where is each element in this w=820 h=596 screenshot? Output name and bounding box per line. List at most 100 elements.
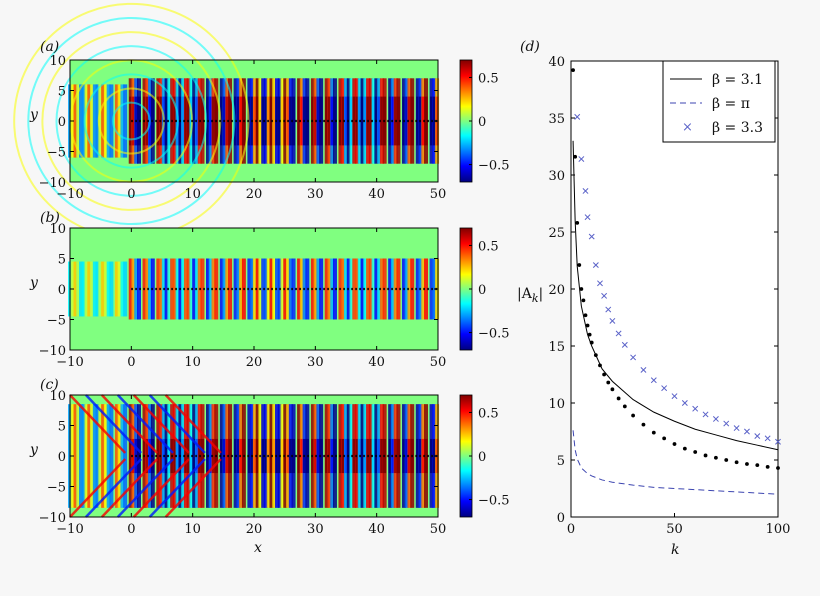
wave-band bbox=[114, 261, 119, 317]
wave-band bbox=[98, 404, 103, 508]
wave-core bbox=[388, 438, 392, 474]
wave-core bbox=[377, 96, 381, 146]
wave-band bbox=[415, 258, 420, 320]
wave-band bbox=[76, 404, 81, 508]
legend-marker-cross: × bbox=[682, 120, 693, 135]
wave-band bbox=[404, 258, 409, 320]
wave-band bbox=[73, 404, 78, 508]
wave-core bbox=[256, 438, 260, 474]
wavefront-upper bbox=[164, 394, 222, 454]
wave-core bbox=[325, 438, 329, 474]
wave-core bbox=[377, 438, 381, 474]
wavefront-upper bbox=[148, 394, 206, 454]
cross-point bbox=[584, 214, 591, 221]
dot-point bbox=[579, 287, 584, 291]
y-tick-label: 0 bbox=[58, 283, 66, 298]
dot-point bbox=[703, 453, 708, 458]
wave-band bbox=[228, 258, 233, 320]
wave-core bbox=[211, 438, 216, 474]
panel-label-d: (d) bbox=[520, 39, 540, 55]
colorbar-tick-label: 0.5 bbox=[478, 71, 499, 86]
wave-band bbox=[103, 404, 108, 508]
wave-band bbox=[84, 84, 89, 158]
wave-core bbox=[195, 96, 199, 146]
wave-core bbox=[253, 96, 257, 146]
wave-band bbox=[117, 261, 122, 317]
wave-core bbox=[225, 96, 229, 146]
y-tick-label: 10 bbox=[49, 54, 66, 69]
colorbar-tick-label: 0.5 bbox=[478, 406, 499, 421]
wavefront-lower bbox=[100, 458, 158, 518]
legend: β = 3.1 β = π × β = 3.3 bbox=[662, 60, 776, 143]
wave-band bbox=[324, 258, 329, 320]
wave-band bbox=[87, 261, 92, 317]
wave-core bbox=[325, 96, 329, 146]
cross-point bbox=[775, 438, 781, 445]
wave-core bbox=[261, 96, 265, 146]
wave-band bbox=[167, 258, 172, 320]
x-tick-label: 0 bbox=[127, 522, 135, 537]
panel-label-a: (a) bbox=[40, 39, 59, 55]
wave-band bbox=[192, 258, 197, 320]
dot-point bbox=[571, 68, 575, 73]
wave-band bbox=[87, 404, 92, 508]
wave-band bbox=[319, 258, 324, 320]
wave-band bbox=[291, 258, 296, 320]
x-tick-label: 20 bbox=[246, 522, 263, 537]
wave-core bbox=[360, 96, 365, 146]
wave-core bbox=[421, 438, 425, 474]
wave-core bbox=[192, 438, 196, 474]
wave-core bbox=[372, 96, 376, 146]
x-tick-label: 30 bbox=[307, 355, 324, 370]
wave-band bbox=[225, 258, 230, 320]
wave-band bbox=[175, 258, 180, 320]
y-tick-label: 25 bbox=[548, 226, 565, 241]
wave-core bbox=[424, 438, 428, 474]
wave-band bbox=[352, 258, 357, 320]
wave-band bbox=[283, 258, 288, 320]
y-tick-label: 5 bbox=[58, 85, 66, 100]
wave-band bbox=[421, 258, 426, 320]
wave-core bbox=[283, 438, 287, 474]
dot-point bbox=[776, 466, 780, 470]
wave-band bbox=[73, 261, 78, 317]
wave-core bbox=[355, 96, 359, 146]
dot-point bbox=[589, 340, 594, 345]
wave-core bbox=[369, 96, 373, 146]
wave-band bbox=[377, 258, 382, 320]
x-tick-label: 0 bbox=[127, 187, 135, 202]
wave-core bbox=[131, 96, 136, 146]
wave-core bbox=[352, 96, 356, 146]
y-tick-label: 5 bbox=[58, 253, 66, 268]
wave-band bbox=[90, 84, 95, 158]
wave-core bbox=[156, 96, 160, 146]
y-tick-label: 10 bbox=[49, 389, 66, 404]
wave-core bbox=[167, 438, 171, 474]
wave-band bbox=[103, 84, 108, 158]
wave-core bbox=[283, 96, 287, 146]
wave-band bbox=[128, 258, 133, 320]
wave-core bbox=[220, 96, 224, 146]
wave-core bbox=[192, 96, 196, 146]
wave-band bbox=[211, 258, 216, 320]
wave-core bbox=[236, 438, 240, 474]
wavefront-upper bbox=[69, 394, 127, 454]
wave-core bbox=[145, 438, 149, 474]
wave-band bbox=[98, 84, 103, 158]
wave-core bbox=[405, 438, 409, 474]
series-line-1 bbox=[572, 430, 779, 495]
wave-core bbox=[407, 96, 412, 146]
cross-point bbox=[764, 435, 771, 442]
wave-core bbox=[211, 96, 216, 146]
wave-band bbox=[181, 258, 186, 320]
x-tick-label: 50 bbox=[666, 522, 683, 537]
wave-core bbox=[300, 96, 304, 146]
panel-b-ylabel: y bbox=[29, 275, 39, 291]
y-tick-label: −5 bbox=[47, 314, 66, 329]
wave-band bbox=[79, 261, 84, 317]
y-tick-label: 30 bbox=[548, 169, 565, 184]
y-tick-label: 10 bbox=[548, 397, 565, 412]
dot-point bbox=[714, 455, 718, 460]
wave-core bbox=[333, 438, 337, 474]
